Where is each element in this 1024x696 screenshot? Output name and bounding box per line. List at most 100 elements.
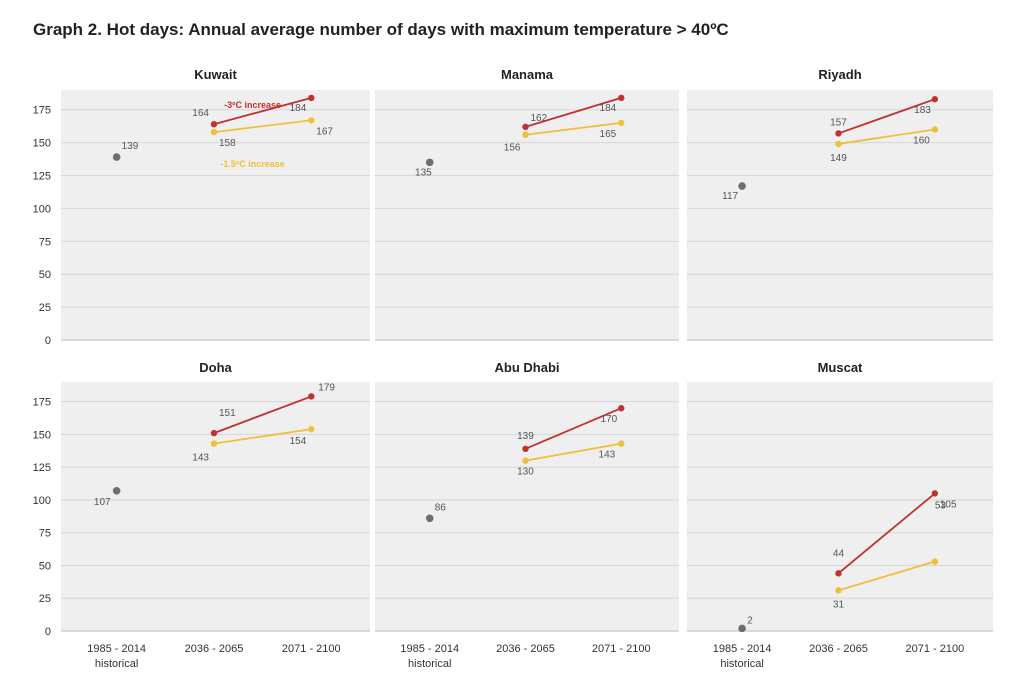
series-line-minus15 xyxy=(525,122,622,136)
historical-point xyxy=(738,182,746,190)
series-point-minus3 xyxy=(210,429,218,437)
series-value-label: 179 xyxy=(318,382,335,393)
y-tick-label: 0 xyxy=(45,335,51,347)
series-line-minus3 xyxy=(525,97,622,128)
series-value-label: 139 xyxy=(517,431,534,442)
series-point-minus15 xyxy=(835,587,842,594)
series-point-minus15 xyxy=(210,440,218,447)
series-value-label: 165 xyxy=(600,129,617,140)
x-tick-label: 1985 - 2014 xyxy=(400,643,459,655)
x-tick-label: 2071 - 2100 xyxy=(592,643,651,655)
series-line-minus15 xyxy=(838,560,936,592)
series-point-minus15 xyxy=(522,457,529,464)
series-value-label: 164 xyxy=(192,108,209,119)
series-line-minus3 xyxy=(838,98,936,135)
series-value-label: 184 xyxy=(290,103,307,114)
series-point-minus15 xyxy=(931,558,939,565)
series-point-minus3 xyxy=(308,94,315,102)
y-tick-label: 75 xyxy=(39,236,51,248)
series-point-minus3 xyxy=(931,490,939,497)
y-tick-label: 100 xyxy=(33,203,51,215)
series-point-minus15 xyxy=(835,140,842,148)
series-value-label: 151 xyxy=(219,408,236,419)
series-line-minus15 xyxy=(525,442,622,462)
panel-title: Manama xyxy=(501,67,554,82)
x-tick-label: 1985 - 2014 xyxy=(87,643,146,655)
y-tick-label: 100 xyxy=(33,495,51,507)
series-line-minus15 xyxy=(213,119,312,133)
series-value-label: 105 xyxy=(940,499,957,510)
series-value-label: 154 xyxy=(290,436,307,447)
y-tick-label: 150 xyxy=(33,429,51,441)
legend-label-minus3: -3ºC increase xyxy=(224,100,281,110)
series-value-label: 170 xyxy=(601,414,618,425)
series-value-label: 143 xyxy=(192,453,209,464)
x-tick-label: 2036 - 2065 xyxy=(185,643,244,655)
y-tick-label: 25 xyxy=(39,593,51,605)
series-point-minus3 xyxy=(522,123,529,131)
panel-title: Kuwait xyxy=(194,67,237,82)
x-tick-label: 1985 - 2014 xyxy=(713,643,772,655)
y-tick-label: 150 xyxy=(33,138,51,150)
series-value-label: 157 xyxy=(830,117,847,128)
historical-point xyxy=(738,624,746,633)
series-value-label: 53 xyxy=(935,501,947,512)
series-line-minus3 xyxy=(525,407,622,450)
series-point-minus3 xyxy=(210,121,218,128)
x-tick-label: 2036 - 2065 xyxy=(496,643,555,655)
series-point-minus15 xyxy=(618,440,625,447)
series-point-minus15 xyxy=(308,425,315,433)
series-value-label: 183 xyxy=(914,105,931,116)
series-point-minus15 xyxy=(210,128,218,136)
historical-value-label: 107 xyxy=(94,497,111,508)
series-value-label: 130 xyxy=(517,467,534,478)
panel-title: Doha xyxy=(199,360,232,375)
series-value-label: 184 xyxy=(600,103,617,114)
chart-title: Graph 2. Hot days: Annual average number… xyxy=(33,20,729,39)
x-tick-label: 2071 - 2100 xyxy=(282,643,341,655)
series-line-minus15 xyxy=(213,428,312,445)
series-value-label: 158 xyxy=(219,138,236,149)
x-sublabel: historical xyxy=(95,658,138,670)
series-point-minus3 xyxy=(522,445,529,453)
y-tick-label: 50 xyxy=(39,269,51,281)
series-point-minus3 xyxy=(835,570,842,577)
y-tick-label: 75 xyxy=(39,528,51,540)
historical-point xyxy=(112,486,121,495)
historical-value-label: 86 xyxy=(435,502,447,513)
y-tick-label: 50 xyxy=(39,560,51,572)
y-tick-label: 125 xyxy=(33,171,51,183)
series-value-label: 31 xyxy=(833,599,845,610)
series-line-minus15 xyxy=(838,128,935,145)
series-value-label: 162 xyxy=(530,113,547,124)
historical-value-label: 139 xyxy=(122,141,139,152)
series-point-minus3 xyxy=(931,96,939,103)
y-tick-label: 175 xyxy=(33,105,51,117)
series-point-minus15 xyxy=(618,119,625,127)
series-point-minus15 xyxy=(308,117,315,124)
series-value-label: 143 xyxy=(599,450,616,461)
historical-value-label: 2 xyxy=(747,615,753,626)
panel-background xyxy=(375,382,679,631)
series-value-label: 156 xyxy=(504,143,521,154)
panel-title: Riyadh xyxy=(818,67,861,82)
panel-title: Abu Dhabi xyxy=(495,360,560,375)
series-point-minus3 xyxy=(618,405,625,412)
series-value-label: 44 xyxy=(833,548,845,559)
y-tick-label: 175 xyxy=(33,397,51,409)
historical-point xyxy=(112,153,121,161)
series-value-label: 160 xyxy=(913,135,930,146)
x-sublabel: historical xyxy=(408,658,451,670)
historical-point xyxy=(425,514,434,523)
series-point-minus15 xyxy=(931,126,939,133)
series-point-minus15 xyxy=(522,131,529,138)
series-point-minus3 xyxy=(308,393,315,400)
panel-background xyxy=(61,382,370,631)
x-tick-label: 2071 - 2100 xyxy=(906,643,965,655)
legend-label-minus15: -1.5ºC increase xyxy=(220,159,284,169)
x-sublabel: historical xyxy=(720,658,763,670)
y-tick-label: 125 xyxy=(33,462,51,474)
series-line-minus3 xyxy=(213,97,312,126)
series-line-minus3 xyxy=(837,492,936,575)
series-value-label: 149 xyxy=(830,153,847,164)
